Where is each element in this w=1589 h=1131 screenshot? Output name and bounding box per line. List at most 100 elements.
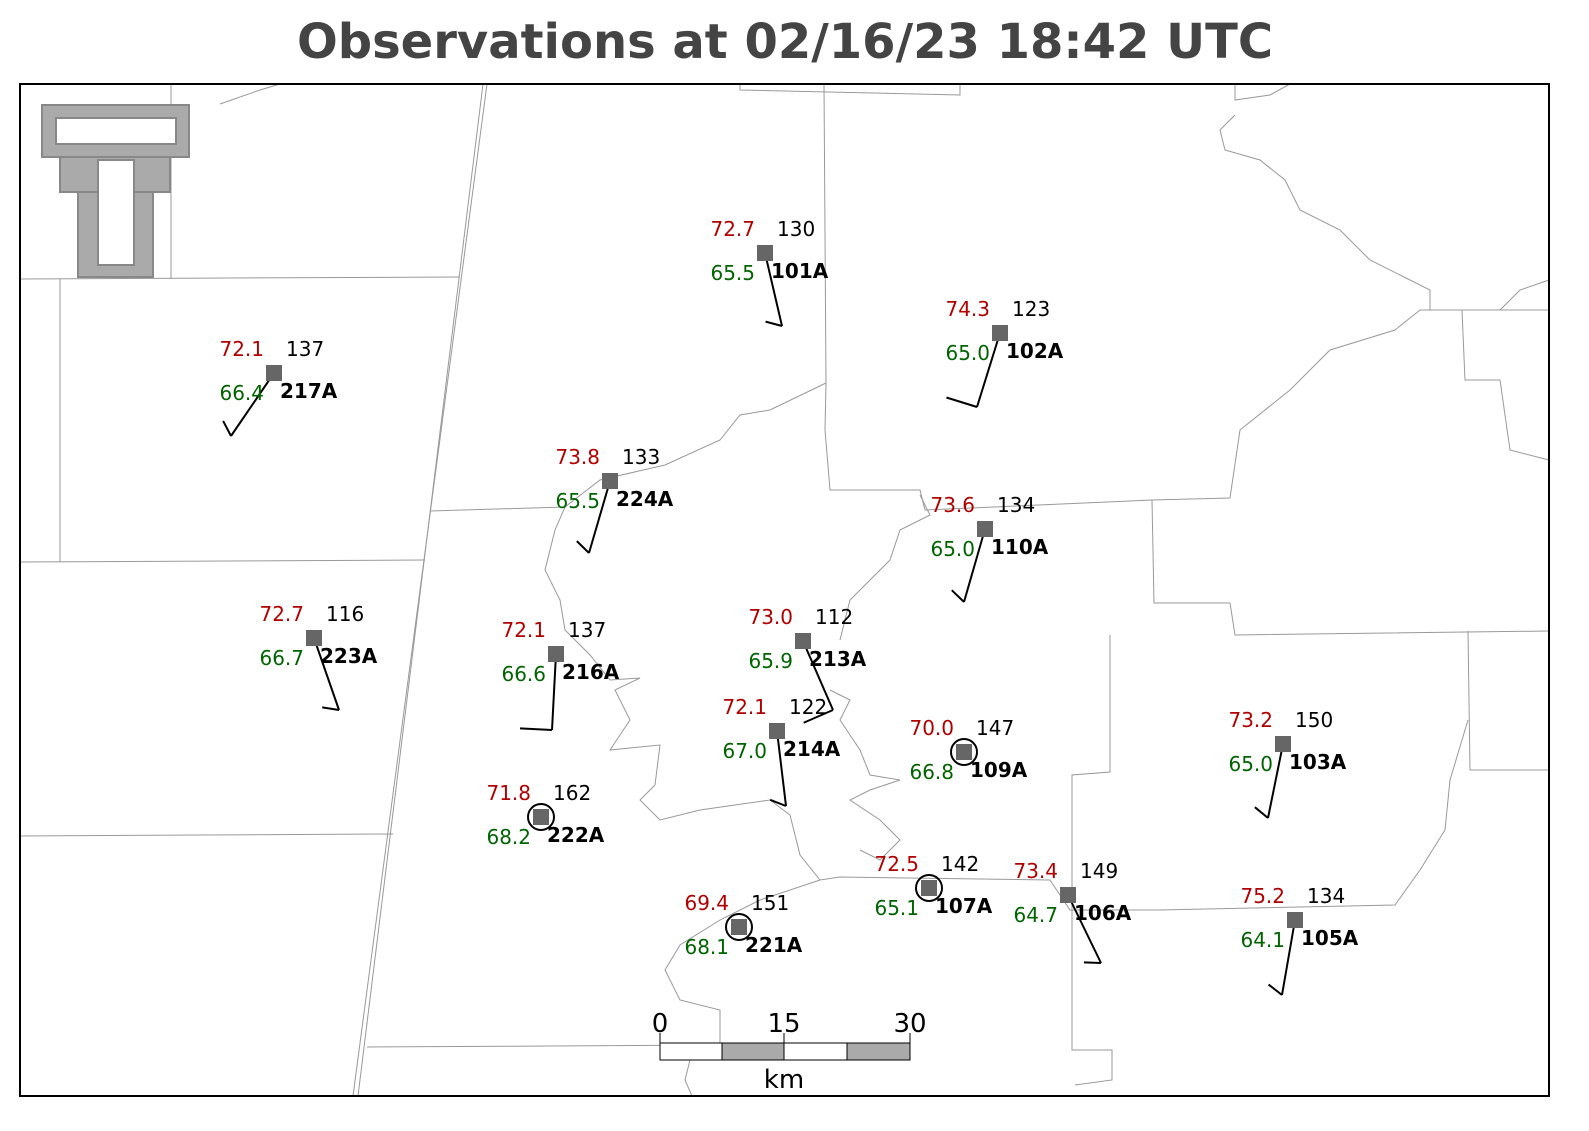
pressure: 137 (286, 337, 324, 361)
pressure: 137 (568, 618, 606, 642)
wind-barb (1281, 919, 1296, 996)
station-id: 106A (1074, 901, 1132, 925)
calm-circle (950, 738, 978, 766)
station: 72.1 122 67.0 214A (722, 695, 841, 807)
pressure: 133 (622, 445, 660, 469)
dewpoint: 66.7 (259, 646, 304, 670)
temperature: 73.6 (930, 493, 975, 517)
calm-circle (725, 913, 753, 941)
station-marker (1060, 887, 1076, 903)
wind-barb (776, 730, 787, 807)
temperature: 74.3 (945, 297, 990, 321)
borders (19, 83, 1550, 1097)
stations: 72.7 130 65.5 101A 74.3 123 65.0 102A 72.1 137 66.… (219, 217, 1359, 996)
wind-flag (765, 320, 783, 327)
station-marker (769, 723, 785, 739)
station-id: 109A (970, 758, 1028, 782)
pressure: 142 (941, 852, 979, 876)
station-id: 102A (1006, 339, 1064, 363)
wind-flag (951, 589, 965, 603)
wind-barb (963, 528, 986, 603)
station-marker (306, 630, 322, 646)
station-id: 223A (320, 644, 378, 668)
station-id: 221A (745, 933, 803, 957)
pressure: 130 (777, 217, 815, 241)
wind-flag (519, 727, 553, 731)
wind-flag (1267, 983, 1283, 996)
temperature: 71.8 (486, 781, 531, 805)
station-marker (1275, 736, 1291, 752)
wind-barb (976, 332, 1001, 408)
wind-barb (588, 480, 611, 554)
station: 73.8 133 65.5 224A (555, 445, 674, 554)
temperature: 73.2 (1228, 708, 1273, 732)
temperature: 72.1 (501, 618, 546, 642)
pressure: 116 (326, 602, 364, 626)
pressure: 150 (1295, 708, 1333, 732)
logo (41, 104, 190, 278)
dewpoint: 68.1 (684, 935, 729, 959)
station-marker (921, 880, 937, 896)
wind-flag (222, 420, 232, 437)
pressure: 162 (553, 781, 591, 805)
pressure: 123 (1012, 297, 1050, 321)
pressure: 134 (1307, 884, 1345, 908)
station-marker (956, 744, 972, 760)
temperature: 75.2 (1240, 884, 1285, 908)
station-id: 213A (809, 647, 867, 671)
temperature: 72.7 (710, 217, 755, 241)
station: 72.5 142 65.1 107A (874, 852, 992, 920)
station-id: 224A (616, 487, 674, 511)
pressure: 151 (751, 891, 789, 915)
station-id: 103A (1289, 750, 1347, 774)
station-marker (1287, 912, 1303, 928)
dewpoint: 65.5 (555, 489, 600, 513)
station-marker (757, 245, 773, 261)
pressure: 147 (976, 716, 1014, 740)
temperature: 69.4 (684, 891, 729, 915)
temperature: 73.8 (555, 445, 600, 469)
wind-barb (802, 640, 834, 711)
station-marker (266, 365, 282, 381)
wind-barb (551, 653, 557, 731)
dewpoint: 65.0 (930, 537, 975, 561)
dewpoint: 65.5 (710, 261, 755, 285)
dewpoint: 65.9 (748, 649, 793, 673)
scale-label: 30 (893, 1009, 926, 1039)
station: 72.7 116 66.7 223A (259, 602, 378, 711)
wind-barb (764, 252, 783, 327)
dewpoint: 68.2 (486, 825, 531, 849)
temperature: 72.1 (722, 695, 767, 719)
dewpoint: 67.0 (722, 739, 767, 763)
station-marker (795, 633, 811, 649)
wind-barb (1067, 894, 1102, 964)
wind-flag (1083, 961, 1102, 964)
wind-flag (322, 706, 340, 711)
station: 73.4 149 64.7 106A (1013, 859, 1132, 964)
scale-bar (659, 1033, 911, 1061)
station: 72.1 137 66.6 216A (501, 618, 620, 731)
station-id: 222A (547, 823, 605, 847)
station-marker (992, 325, 1008, 341)
dewpoint: 66.8 (909, 760, 954, 784)
wind-barb (230, 372, 275, 437)
temperature: 70.0 (909, 716, 954, 740)
temperature: 73.4 (1013, 859, 1058, 883)
temperature: 72.5 (874, 852, 919, 876)
station-id: 105A (1301, 926, 1359, 950)
station: 73.0 112 65.9 213A (748, 605, 867, 724)
station: 72.1 137 66.4 217A (219, 337, 338, 437)
station-id: 217A (280, 379, 338, 403)
scale-unit: km (764, 1065, 804, 1095)
wind-barb (313, 637, 340, 711)
station-marker (977, 521, 993, 537)
dewpoint: 66.4 (219, 381, 264, 405)
station-marker (533, 809, 549, 825)
dewpoint: 65.1 (874, 896, 919, 920)
station: 71.8 162 68.2 222A (486, 781, 604, 849)
station: 74.3 123 65.0 102A (945, 297, 1064, 408)
station-marker (602, 473, 618, 489)
wind-flag (1254, 806, 1269, 819)
station-id: 216A (562, 660, 620, 684)
dewpoint: 65.0 (1228, 752, 1273, 776)
